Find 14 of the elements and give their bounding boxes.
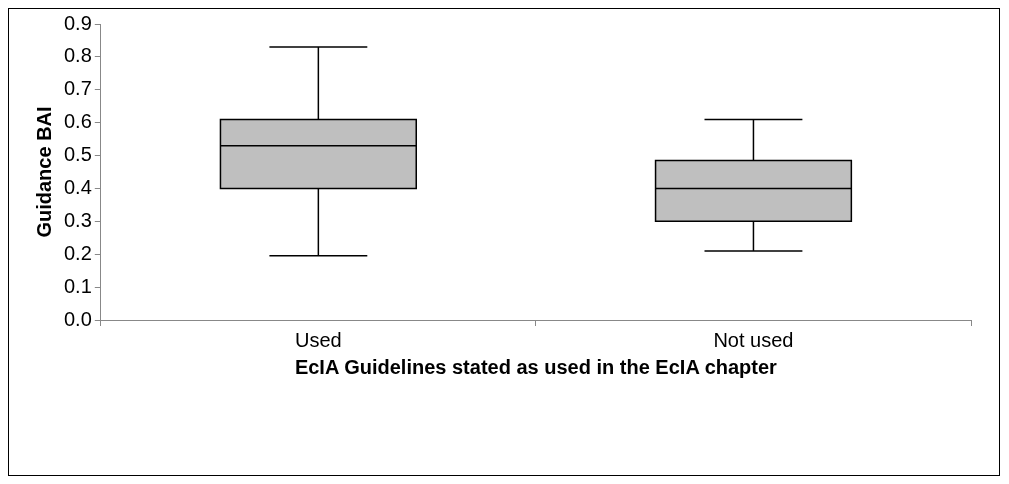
y-tick-label: 0.1: [63, 274, 92, 297]
y-tick-label: 0.0: [63, 307, 92, 330]
y-tick-label: 0.6: [63, 110, 92, 133]
x-tick-label: Not used: [713, 328, 794, 351]
y-tick-label: 0.7: [63, 77, 92, 100]
y-tick-label: 0.9: [63, 11, 92, 34]
y-axis-title: Guidance BAI: [32, 106, 55, 238]
y-tick-label: 0.8: [63, 44, 92, 67]
y-tick-label: 0.4: [63, 175, 92, 198]
y-tick-label: 0.2: [63, 241, 92, 264]
x-axis-title: EcIA Guidelines stated as used in the EcIA chapter: [294, 355, 778, 378]
y-tick-label: 0.5: [63, 143, 92, 166]
y-tick-label: 0.3: [63, 208, 92, 231]
x-tick-label: Used: [295, 328, 342, 351]
